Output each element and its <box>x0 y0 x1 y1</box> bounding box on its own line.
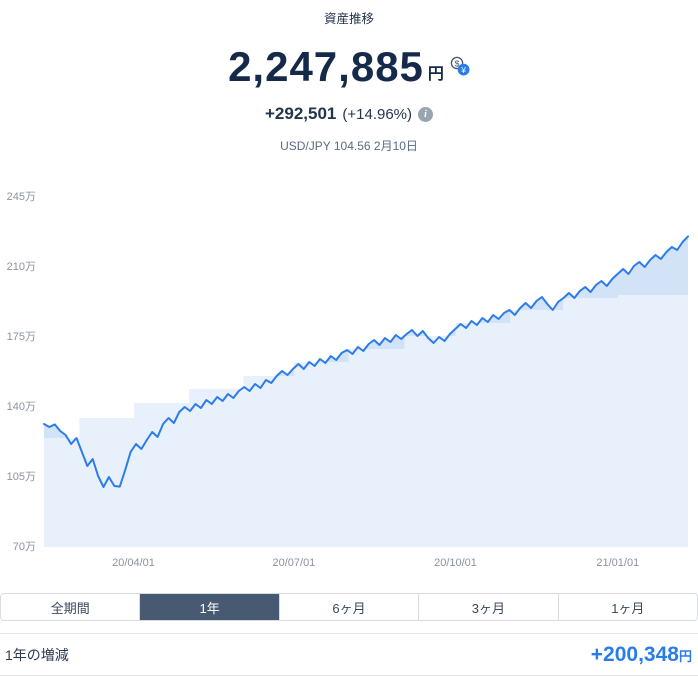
total-asset-amount-row: 2,247,885 円 $ ¥ <box>0 46 698 88</box>
tab-1-month[interactable]: 1ヶ月 <box>557 594 697 620</box>
change-row: +292,501 (+14.96%) i <box>0 104 698 124</box>
period-change-value: +200,348円 <box>591 643 692 667</box>
period-change-label: 1年の増減 <box>5 646 69 663</box>
svg-text:70万: 70万 <box>13 541 36 553</box>
total-asset-value: 2,247,885 <box>228 43 424 90</box>
yen-glyph: ¥ <box>460 65 466 75</box>
asset-transition-chart[interactable]: 245万 210万 175万 140万 105万 70万 20/04/01 20/07/01 2… <box>0 170 698 580</box>
tab-6-months[interactable]: 6ヶ月 <box>278 594 419 620</box>
svg-text:245万: 245万 <box>7 191 36 203</box>
dollar-glyph: $ <box>455 58 460 68</box>
svg-text:20/10/01: 20/10/01 <box>434 557 477 569</box>
svg-text:105万: 105万 <box>7 471 36 483</box>
tab-1-year[interactable]: 1年 <box>139 594 279 620</box>
period-change-unit: 円 <box>678 648 692 664</box>
usdjpy-rate-text: USD/JPY 104.56 2月10日 <box>280 139 418 153</box>
svg-text:20/07/01: 20/07/01 <box>272 557 315 569</box>
page-title: 資産推移 <box>323 12 374 26</box>
svg-text:21/01/01: 21/01/01 <box>596 557 639 569</box>
info-icon[interactable]: i <box>418 106 433 122</box>
svg-text:175万: 175万 <box>7 331 36 343</box>
currency-toggle-icon[interactable]: $ ¥ <box>450 56 470 76</box>
svg-text:20/04/01: 20/04/01 <box>112 557 155 569</box>
svg-text:140万: 140万 <box>7 401 36 413</box>
svg-text:210万: 210万 <box>7 261 36 273</box>
period-change-amount: +200,348 <box>590 642 679 666</box>
period-change-footer: 1年の増減 +200,348円 <box>0 633 698 676</box>
change-amount: +292,501 <box>264 104 337 123</box>
tab-all-period[interactable]: 全期間 <box>1 594 140 620</box>
change-percent: (+14.96%) <box>342 105 412 123</box>
total-asset-unit: 円 <box>427 66 444 83</box>
tab-3-months[interactable]: 3ヶ月 <box>418 594 558 620</box>
period-segmented-control: 全期間 1年 6ヶ月 3ヶ月 1ヶ月 <box>0 593 698 621</box>
